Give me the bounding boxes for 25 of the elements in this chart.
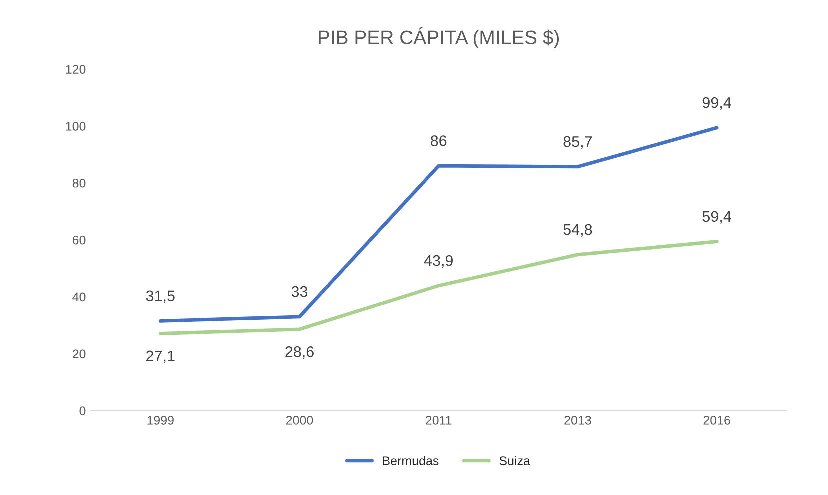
data-label: 86 [431,136,447,146]
data-label: 27,1 [146,350,175,364]
legend-label: Bermudas [383,456,439,466]
data-label: 31,5 [146,290,175,304]
y-tick-label: 80 [72,178,86,188]
data-label: 54,8 [564,224,592,237]
x-tick-label: 2016 [704,416,730,425]
data-label: 43,9 [424,255,453,268]
y-tick-label: 20 [72,350,86,359]
y-tick-label: 120 [66,65,86,74]
y-tick-label: 40 [72,292,86,302]
legend-label: Suiza [500,456,530,466]
data-label: 59,4 [702,211,732,224]
y-tick-label: 60 [72,236,86,245]
x-tick-label: 2011 [426,416,452,425]
data-label: 99,4 [702,97,732,110]
x-tick-label: 2000 [286,416,314,425]
data-label: 85,7 [564,136,592,150]
data-label: 28,6 [286,346,314,360]
x-tick-label: 2013 [564,416,592,425]
data-label: 33 [292,286,308,298]
chart-title: PIB PER CÁPITA (MILES $) [319,27,560,48]
y-tick-label: 0 [80,406,86,416]
y-tick-label: 100 [66,122,86,131]
x-tick-label: 1999 [148,416,174,425]
